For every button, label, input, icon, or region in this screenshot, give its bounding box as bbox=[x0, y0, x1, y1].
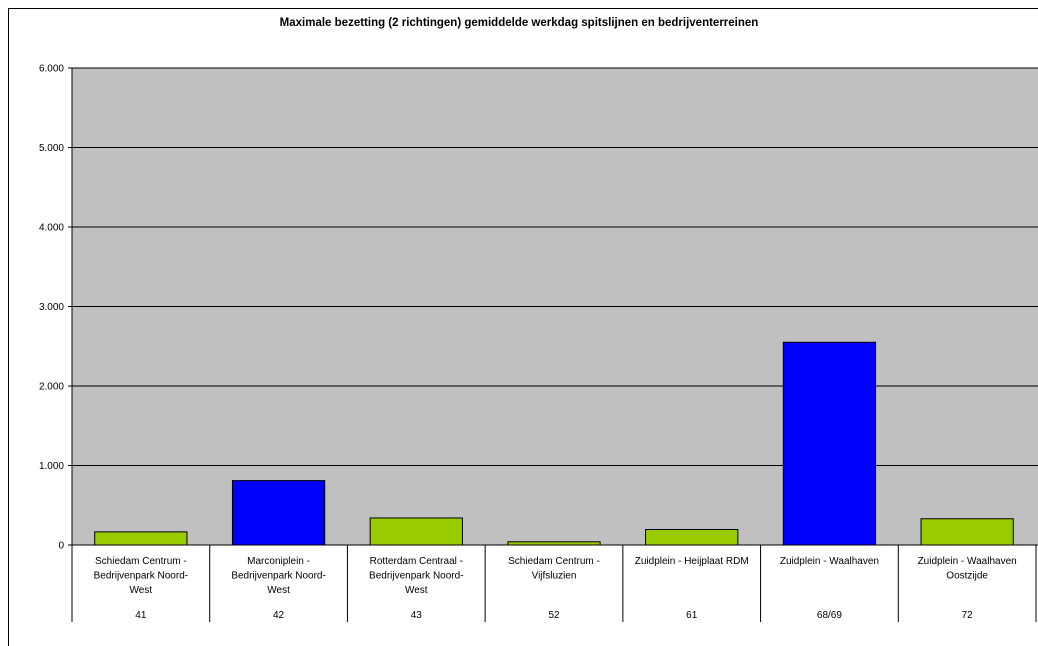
y-tick-label: 3.000 bbox=[39, 302, 64, 313]
category-label: West bbox=[130, 585, 153, 596]
x-axis-category-table: Schiedam Centrum - Bedrijvenpark Noord- We… bbox=[71, 545, 1037, 622]
category-label: Zuidplein - Heijplaat RDM bbox=[635, 556, 749, 567]
bar bbox=[369, 517, 463, 546]
line-number-label: 42 bbox=[273, 610, 285, 621]
y-tick-label: 6.000 bbox=[39, 64, 64, 75]
bar bbox=[920, 518, 1014, 546]
bar bbox=[94, 531, 188, 546]
category-label: Bedrijvenpark Noord- bbox=[231, 571, 326, 582]
category-label: Oostzijde bbox=[946, 571, 988, 582]
category-label: Bedrijvenpark Noord- bbox=[369, 571, 464, 582]
category-label: Bedrijvenpark Noord- bbox=[94, 571, 189, 582]
y-tick-label: 1.000 bbox=[39, 461, 64, 472]
chart-frame bbox=[8, 8, 1038, 646]
category-label: Marconiplein - bbox=[247, 556, 310, 567]
line-number-label: 68/69 bbox=[817, 610, 842, 621]
bar bbox=[782, 341, 877, 546]
category-label: Vijfsluzien bbox=[532, 571, 577, 582]
category-label: Zuidplein - Waalhaven bbox=[918, 556, 1017, 567]
y-tick-label: 2.000 bbox=[39, 382, 64, 393]
line-number-label: 61 bbox=[686, 610, 698, 621]
category-label: Schiedam Centrum - bbox=[508, 556, 600, 567]
line-number-label: 41 bbox=[135, 610, 147, 621]
y-tick-label: 4.000 bbox=[39, 223, 64, 234]
line-number-label: 52 bbox=[548, 610, 560, 621]
bar bbox=[645, 528, 739, 546]
category-label: Zuidplein - Waalhaven bbox=[780, 556, 879, 567]
chart-title: Maximale bezetting (2 richtingen) gemidd… bbox=[280, 17, 759, 29]
y-tick-label: 5.000 bbox=[39, 143, 64, 154]
category-label: West bbox=[405, 585, 428, 596]
category-label: Schiedam Centrum - bbox=[95, 556, 187, 567]
line-number-label: 72 bbox=[962, 610, 974, 621]
y-axis-ticks: 0 1.000 2.000 3.000 4.000 5.000 6.000 bbox=[39, 64, 72, 552]
category-label: Rotterdam Centraal - bbox=[370, 556, 463, 567]
bar bbox=[231, 480, 326, 546]
category-label: West bbox=[267, 585, 290, 596]
gridlines bbox=[72, 67, 1038, 466]
line-number-label: 43 bbox=[411, 610, 423, 621]
y-tick-label: 0 bbox=[58, 541, 64, 552]
